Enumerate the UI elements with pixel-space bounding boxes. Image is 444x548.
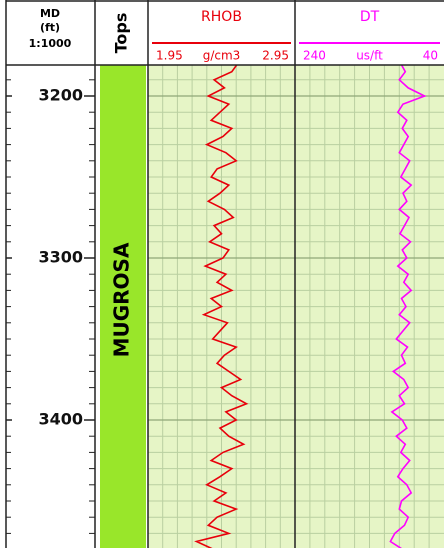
depth-header: 1:1000: [29, 37, 72, 50]
scale-left: 240: [303, 49, 326, 63]
depth-header: (ft): [40, 21, 60, 34]
frame: [5, 0, 444, 548]
depth-label: 3400: [38, 410, 83, 429]
log-curve: [389, 65, 427, 548]
curve-name: DT: [360, 9, 380, 25]
log-curve: [194, 65, 249, 548]
formation-name: MUGROSA: [110, 242, 134, 357]
curve-name: RHOB: [201, 9, 242, 25]
curves: [194, 65, 427, 548]
tops-header: Tops: [112, 13, 131, 54]
grid: [6, 65, 444, 548]
depth-header: MD: [40, 7, 60, 20]
depth-label: 3200: [38, 86, 83, 105]
scale-unit: us/ft: [356, 49, 383, 63]
scale-right: 2.95: [262, 49, 289, 63]
scale-right: 40: [423, 49, 438, 63]
depth-label: 3300: [38, 248, 83, 267]
scale-unit: g/cm3: [203, 49, 241, 63]
scale-left: 1.95: [156, 49, 183, 63]
formation-top: [100, 65, 146, 548]
header: MD (ft) 1:1000 Tops: [29, 7, 131, 53]
